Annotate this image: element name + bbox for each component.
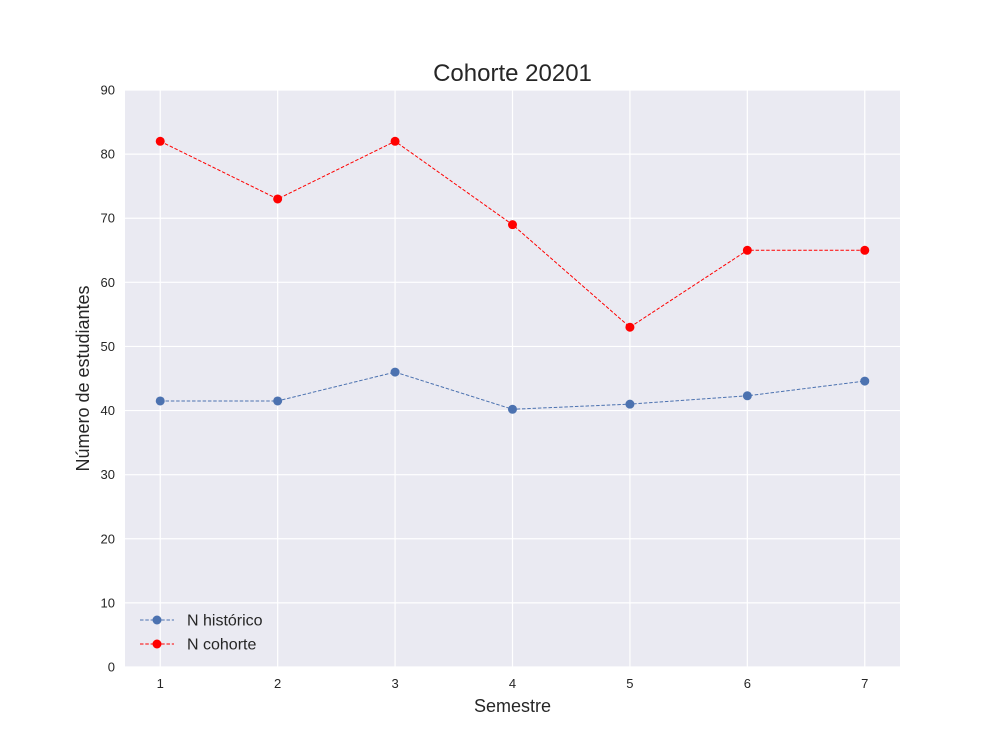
y-tick-label: 20 xyxy=(101,531,115,546)
y-tick-label: 10 xyxy=(101,595,115,610)
y-tick-label: 0 xyxy=(108,660,115,675)
y-tick-label: 50 xyxy=(101,339,115,354)
legend-swatch-marker xyxy=(152,639,162,649)
data-point xyxy=(625,399,635,409)
legend-swatch-marker xyxy=(152,615,162,625)
y-tick-label: 70 xyxy=(101,211,115,226)
data-point xyxy=(860,376,870,386)
grid xyxy=(125,89,900,668)
y-axis-ticks: 0 10 20 30 40 50 60 70 80 90 xyxy=(101,83,115,675)
x-axis-title: Semestre xyxy=(474,696,551,716)
data-point xyxy=(390,136,400,146)
x-tick-label: 5 xyxy=(626,676,633,691)
x-tick-label: 7 xyxy=(861,676,868,691)
data-point xyxy=(625,322,635,332)
series-layer xyxy=(155,136,870,414)
y-tick-label: 40 xyxy=(101,403,115,418)
legend-label: N cohorte xyxy=(187,637,256,654)
y-tick-label: 90 xyxy=(101,83,115,98)
x-tick-label: 2 xyxy=(274,676,281,691)
x-tick-label: 6 xyxy=(744,676,751,691)
data-point xyxy=(155,136,165,146)
x-tick-label: 1 xyxy=(157,676,164,691)
legend-label: N histórico xyxy=(187,613,263,630)
y-tick-label: 30 xyxy=(101,467,115,482)
data-point xyxy=(860,245,870,255)
y-axis-title: Número de estudiantes xyxy=(73,285,93,471)
data-point xyxy=(155,396,165,406)
data-point xyxy=(390,367,400,377)
data-point xyxy=(742,391,752,401)
legend: N histórico N cohorte xyxy=(140,613,263,654)
data-point xyxy=(742,245,752,255)
data-point xyxy=(273,396,283,406)
y-tick-label: 60 xyxy=(101,275,115,290)
x-axis-ticks: 1 2 3 4 5 6 7 xyxy=(157,676,869,691)
x-tick-label: 4 xyxy=(509,676,516,691)
chart-title: Cohorte 20201 xyxy=(433,60,592,87)
data-point xyxy=(273,194,283,204)
y-tick-label: 80 xyxy=(101,147,115,162)
x-tick-label: 3 xyxy=(391,676,398,691)
data-point xyxy=(508,220,517,230)
data-point xyxy=(508,404,517,414)
